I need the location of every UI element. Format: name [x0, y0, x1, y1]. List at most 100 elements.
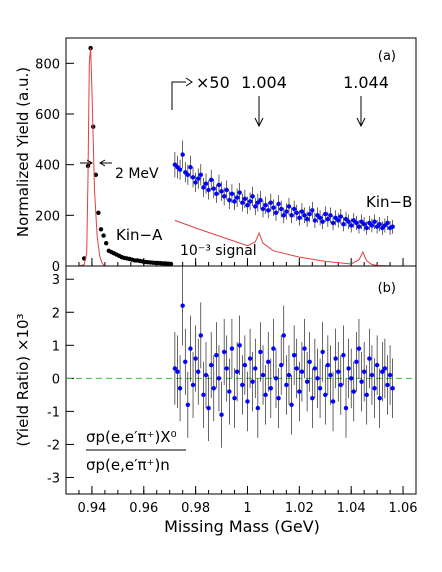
a-data-point — [177, 167, 183, 172]
b-data-point — [364, 392, 369, 398]
a-data-point — [101, 233, 106, 238]
b-data-point — [387, 372, 393, 378]
b-data-point — [380, 369, 385, 374]
a-data-point — [328, 213, 333, 218]
a-data-point — [201, 185, 206, 190]
a-data-point — [299, 209, 305, 214]
a-data-point — [196, 176, 201, 181]
signal-label: 10⁻³ signal — [180, 243, 257, 259]
b-data-point — [374, 362, 380, 368]
b-data-point — [390, 386, 395, 391]
a-data-point — [188, 165, 193, 170]
a-data-point — [312, 218, 318, 223]
b-data-point — [271, 346, 276, 351]
panel-b-frame — [65, 265, 417, 495]
a-data-point — [190, 175, 196, 180]
a-data-point — [307, 211, 312, 217]
a-data-point — [247, 199, 253, 204]
a-data-point — [291, 206, 297, 212]
a-data-point — [385, 220, 390, 226]
a-ytick-label: 200 — [35, 209, 60, 224]
a-data-point — [96, 210, 101, 215]
b-data-point — [281, 333, 286, 338]
a-data-point — [198, 172, 204, 177]
b-data-point — [203, 372, 209, 378]
a-data-point — [294, 210, 299, 215]
a-ytick-label: 400 — [35, 159, 60, 174]
a-ytick-label: 800 — [35, 57, 60, 72]
a-ytick-label: 0 — [52, 260, 60, 275]
scale-arrow — [171, 77, 193, 110]
a-data-point — [242, 196, 248, 202]
a-ytick-label: 600 — [35, 108, 60, 123]
panel-b-label: (b) — [378, 281, 396, 296]
b-data-point — [346, 366, 351, 371]
b-data-point — [183, 359, 188, 365]
b-data-point — [286, 372, 292, 378]
b-data-point — [190, 382, 196, 388]
a-data-point — [260, 206, 266, 212]
b-xtick-label: 0.98 — [181, 501, 210, 516]
b-ytick-label: -2 — [47, 438, 60, 453]
b-data-point — [317, 386, 323, 391]
b-data-point — [336, 369, 341, 374]
a-series-curve — [78, 48, 106, 267]
a-data-point — [214, 191, 219, 196]
b-data-point — [208, 362, 214, 368]
a-data-point — [281, 213, 286, 218]
b-data-point — [273, 376, 279, 381]
a-data-point — [168, 261, 174, 267]
a-data-point — [234, 195, 240, 200]
b-data-point — [206, 405, 211, 411]
b-data-point — [232, 395, 237, 401]
a-data-point — [278, 206, 284, 212]
a-data-point — [216, 182, 222, 188]
a-data-point — [224, 187, 229, 193]
a-data-point — [304, 216, 310, 222]
b-data-point — [356, 346, 362, 351]
b-ytick-label: 2 — [52, 306, 60, 321]
a-data-point — [330, 220, 336, 226]
b-data-point — [297, 389, 302, 394]
b-data-point — [250, 379, 255, 384]
b-data-point — [268, 386, 274, 391]
b-data-point — [247, 356, 253, 361]
kin-a-label: Kin−A — [116, 226, 163, 244]
a-data-point — [273, 210, 279, 215]
panel-b: (b) (Yield Ratio) ×10³ Missing Mass (GeV… — [14, 265, 418, 536]
b-data-point — [185, 402, 191, 407]
a-data-point — [317, 215, 323, 221]
b-data-point — [188, 346, 193, 351]
b-data-point — [198, 333, 204, 338]
peak2-label: 1.044 — [343, 73, 389, 92]
a-data-point — [356, 224, 362, 229]
b-data-point — [369, 372, 375, 378]
a-data-point — [302, 213, 307, 218]
peak1-arrow-head — [254, 117, 264, 128]
b-xtick-label: 1.04 — [337, 501, 366, 516]
b-data-point — [278, 362, 284, 368]
b-data-point — [294, 366, 299, 371]
a-data-point — [338, 214, 344, 219]
b-data-point — [302, 346, 307, 351]
a-data-point — [203, 181, 209, 186]
b-data-point — [253, 366, 258, 371]
a-data-point — [180, 152, 185, 157]
a-data-point — [297, 215, 302, 221]
a-data-point — [325, 216, 331, 222]
b-data-point — [245, 399, 250, 404]
formula-numerator: σp(e,e′π⁺)X⁰ — [86, 428, 177, 446]
a-data-point — [364, 225, 369, 231]
a-data-point — [250, 194, 255, 199]
b-data-point — [255, 405, 261, 411]
b-data-point — [310, 395, 315, 401]
b-data-point — [323, 392, 328, 398]
panel-a: (a) Normalized Yield (a.u.) 0 200 400 600 80… — [14, 37, 417, 275]
b-ytick-label: -1 — [47, 405, 60, 420]
b-data-point — [214, 353, 219, 358]
a-data-point — [361, 222, 367, 227]
b-data-point — [372, 386, 377, 391]
a-data-point — [271, 205, 276, 210]
b-data-point — [333, 356, 338, 361]
